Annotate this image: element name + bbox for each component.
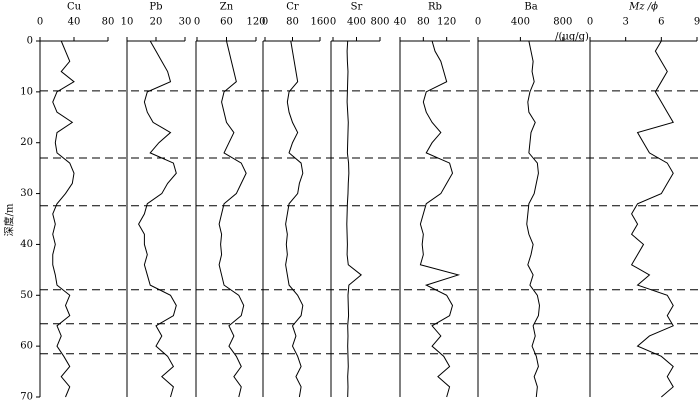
- depth-tick-label: 60: [20, 341, 33, 352]
- depth-tick-label: 10: [20, 86, 33, 97]
- depth-tick-label: 50: [20, 290, 33, 301]
- panel-title: Mz /ϕ: [628, 2, 658, 13]
- depth-tick-label: 0: [27, 36, 33, 47]
- profile-line: [419, 40, 461, 398]
- profile-line: [346, 40, 362, 398]
- x-tick-label: 400: [511, 17, 530, 28]
- panel-title: Ba: [524, 2, 537, 13]
- x-tick-label: 6: [658, 17, 664, 28]
- depth-tick-label: 30: [20, 188, 33, 199]
- depth-tick-label: 70: [20, 392, 33, 401]
- unit-label: /(μg/g): [555, 32, 589, 43]
- profile-line: [52, 40, 75, 398]
- x-tick-label: 0: [475, 17, 481, 28]
- panel-title: Pb: [149, 2, 162, 13]
- x-tick-label: 3: [622, 17, 628, 28]
- panel-title: Cu: [67, 2, 82, 13]
- profile-line: [138, 40, 177, 398]
- panel-title: Zn: [220, 2, 234, 13]
- panel-title: Cr: [286, 2, 299, 13]
- x-tick-label: 800: [553, 17, 572, 28]
- profile-line: [285, 40, 304, 398]
- depth-axis-label: 深度/m: [3, 203, 16, 236]
- depth-tick-label: 20: [20, 137, 33, 148]
- x-tick-label: 0: [194, 17, 200, 28]
- x-tick-label: 160: [310, 17, 329, 28]
- panel-title: Sr: [351, 2, 363, 13]
- x-tick-label: 0: [587, 17, 593, 28]
- profile-line: [526, 40, 540, 398]
- x-tick-label: 30: [179, 17, 192, 28]
- x-tick-label: 0: [37, 17, 43, 28]
- x-tick-label: 20: [150, 17, 163, 28]
- depth-tick-label: 40: [20, 239, 33, 250]
- x-tick-label: 40: [394, 17, 407, 28]
- x-tick-label: 0: [262, 17, 268, 28]
- x-tick-label: 10: [121, 17, 134, 28]
- profile-line: [630, 40, 674, 398]
- x-tick-label: 120: [437, 17, 456, 28]
- x-tick-label: 80: [417, 17, 430, 28]
- x-tick-label: 80: [102, 17, 115, 28]
- profile-line: [218, 40, 247, 398]
- x-tick-label: 800: [370, 17, 389, 28]
- x-tick-label: 40: [68, 17, 81, 28]
- panel-title: Rb: [428, 2, 442, 13]
- x-tick-label: 120: [246, 17, 265, 28]
- x-tick-label: 80: [286, 17, 299, 28]
- x-tick-label: 9: [694, 17, 700, 28]
- x-tick-label: 0: [330, 17, 336, 28]
- x-tick-label: 400: [347, 17, 366, 28]
- x-tick-label: 60: [220, 17, 233, 28]
